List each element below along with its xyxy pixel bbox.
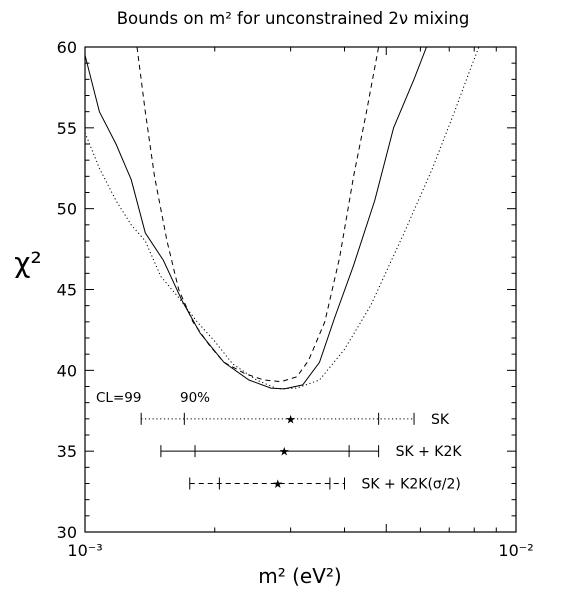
y-tick-label: 60 — [57, 38, 77, 57]
y-tick-label: 40 — [57, 361, 77, 380]
confidence-intervals: CL=99 90% ★ SK ★ SK + K2K ★ SK + K2K(σ/2) — [96, 390, 462, 493]
best-fit-star: ★ — [272, 477, 283, 491]
annotation-cl90: 90% — [180, 390, 210, 406]
y-tick-label: 50 — [57, 200, 77, 219]
best-fit-star: ★ — [285, 412, 296, 426]
y-tick-label: 55 — [57, 119, 77, 138]
interval-label: SK + K2K(σ/2) — [361, 477, 460, 493]
chart-title: Bounds on m² for unconstrained 2ν mixing — [117, 9, 470, 28]
y-axis-label: χ² — [14, 246, 41, 279]
y-tick-label: 30 — [57, 523, 77, 542]
chi2-curves — [85, 47, 480, 390]
x-axis-label: m² (eV²) — [258, 564, 341, 588]
y-tick-label: 35 — [57, 442, 77, 461]
chi2-curve-solid — [85, 47, 427, 390]
interval-label: SK — [431, 412, 450, 428]
axes: 30 35 40 45 50 55 60 10⁻³ 10⁻² — [57, 38, 534, 560]
chi2-curve-dashed — [136, 47, 380, 383]
chi2-curve-dotted — [85, 47, 480, 390]
y-tick-label: 45 — [57, 281, 77, 300]
annotation-cl99: CL=99 — [96, 390, 141, 406]
x-tick-label: 10⁻³ — [67, 541, 102, 560]
interval-label: SK + K2K — [396, 444, 463, 460]
best-fit-star: ★ — [279, 445, 290, 459]
x-tick-label: 10⁻² — [498, 541, 533, 560]
axis-labels: χ² m² (eV²) — [14, 246, 341, 588]
